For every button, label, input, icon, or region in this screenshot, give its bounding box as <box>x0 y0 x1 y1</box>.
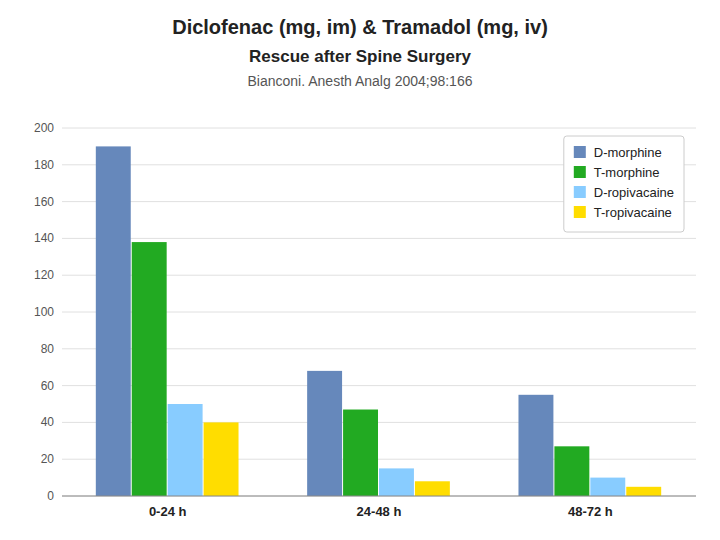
y-tick-label: 20 <box>41 452 55 466</box>
bar <box>415 481 450 496</box>
legend-swatch <box>574 166 586 178</box>
grid-line <box>62 128 696 129</box>
bar <box>168 404 203 496</box>
y-tick-label: 100 <box>34 305 54 319</box>
bar <box>379 468 414 496</box>
bar <box>590 478 625 496</box>
series <box>168 404 626 496</box>
grid-line <box>62 238 696 239</box>
grid <box>62 128 696 496</box>
subtitle: Rescue after Spine Surgery <box>249 47 472 66</box>
x-tick-label: 0-24 h <box>149 504 187 519</box>
x-tick-label: 48-72 h <box>568 504 613 519</box>
bar <box>204 422 239 496</box>
legend-label: T-morphine <box>594 165 660 180</box>
y-tick-label: 0 <box>47 489 54 503</box>
legend-label: D-ropivacaine <box>594 185 674 200</box>
bar <box>554 446 589 496</box>
y-tick-label: 120 <box>34 268 54 282</box>
bar <box>132 242 167 496</box>
x-axis-line <box>62 496 696 497</box>
legend-box <box>564 136 684 232</box>
y-tick-label: 180 <box>34 158 54 172</box>
legend-swatch <box>574 206 586 218</box>
bar <box>96 146 131 496</box>
series <box>132 242 590 496</box>
legend-swatch <box>574 186 586 198</box>
y-tick-label: 80 <box>41 342 55 356</box>
bar <box>343 410 378 496</box>
x-tick-label: 24-48 h <box>357 504 402 519</box>
y-tick-label: 200 <box>34 121 54 135</box>
bar <box>518 395 553 496</box>
grid-line <box>62 496 696 497</box>
legend-label: D-morphine <box>594 145 662 160</box>
legend-swatch <box>574 146 586 158</box>
series <box>96 146 554 496</box>
y-tick-label: 160 <box>34 195 54 209</box>
legend-label: T-ropivacaine <box>594 205 672 220</box>
legend: D-morphine T-morphine D-ropivacaine T-ropiv… <box>564 136 684 232</box>
chart-container: Diclofenac (mg, im) & Tramadol (mg, iv) R… <box>0 0 720 540</box>
chart: Diclofenac (mg, im) & Tramadol (mg, iv) R… <box>0 0 720 540</box>
series <box>204 422 662 496</box>
bar <box>307 371 342 496</box>
title: Diclofenac (mg, im) & Tramadol (mg, iv) <box>172 16 548 38</box>
y-tick-label: 40 <box>41 415 55 429</box>
bar <box>626 487 661 496</box>
y-tick-label: 60 <box>41 379 55 393</box>
annotation: Bianconi. Anesth Analg 2004;98:166 <box>248 73 473 89</box>
y-tick-label: 140 <box>34 231 54 245</box>
